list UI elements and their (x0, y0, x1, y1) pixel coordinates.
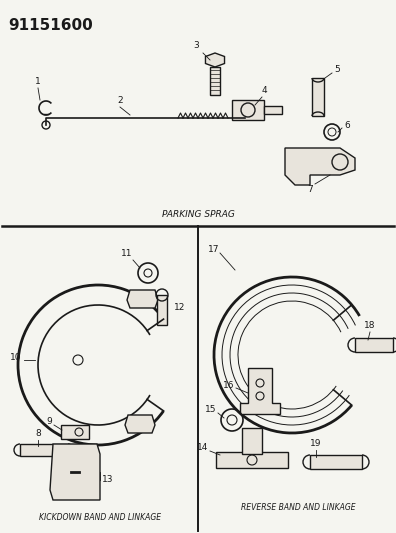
Bar (210, 67, 220, 95)
Bar (232, 100, 264, 120)
Polygon shape (125, 415, 155, 433)
Text: 3: 3 (193, 41, 199, 50)
Text: 1: 1 (35, 77, 41, 86)
Polygon shape (127, 290, 158, 308)
Text: PARKING SPRAG: PARKING SPRAG (162, 210, 234, 219)
Bar (312, 78, 324, 116)
Text: 6: 6 (344, 120, 350, 130)
Text: 5: 5 (334, 66, 340, 75)
Text: 14: 14 (197, 443, 208, 453)
Text: 13: 13 (102, 475, 114, 484)
Text: REVERSE BAND AND LINKAGE: REVERSE BAND AND LINKAGE (241, 503, 355, 512)
Text: 11: 11 (120, 249, 132, 258)
Text: 9: 9 (46, 417, 52, 426)
Text: KICKDOWN BAND AND LINKAGE: KICKDOWN BAND AND LINKAGE (39, 513, 161, 522)
Polygon shape (240, 368, 280, 414)
Bar (157, 295, 167, 325)
Text: 4: 4 (262, 86, 268, 95)
Polygon shape (285, 148, 355, 185)
Bar (20, 444, 68, 456)
Text: 12: 12 (174, 303, 185, 312)
Text: 19: 19 (310, 439, 322, 448)
Bar (61, 425, 89, 439)
Text: 16: 16 (223, 381, 234, 390)
Text: 10: 10 (10, 353, 21, 362)
Text: 18: 18 (364, 321, 376, 330)
Bar (355, 338, 393, 352)
Text: 15: 15 (204, 406, 216, 415)
Bar (264, 106, 282, 114)
Text: 8: 8 (35, 429, 41, 438)
Polygon shape (206, 53, 225, 67)
Text: 91151600: 91151600 (8, 18, 93, 33)
Bar (242, 428, 262, 454)
Bar (310, 455, 362, 469)
Text: 7: 7 (307, 185, 313, 194)
Bar (216, 452, 288, 468)
Text: 17: 17 (208, 246, 219, 254)
Polygon shape (50, 444, 100, 500)
Text: 2: 2 (117, 96, 123, 105)
